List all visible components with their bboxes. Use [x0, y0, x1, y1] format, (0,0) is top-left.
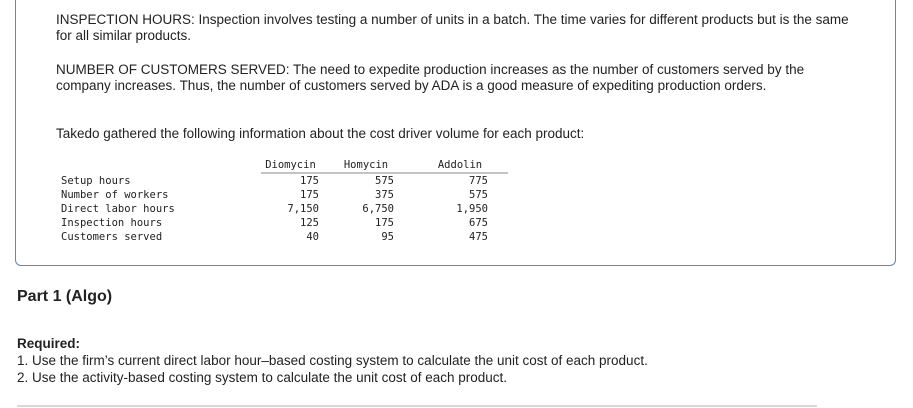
- table-lead-in: Takedo gathered the following informatio…: [56, 126, 585, 141]
- table-row: Customers served 40 95 475: [61, 230, 508, 244]
- cell-value: 675: [469, 217, 488, 229]
- cell-value: 125: [300, 217, 319, 229]
- cell-value: 775: [469, 175, 488, 187]
- part-title: Part 1 (Algo): [17, 288, 113, 305]
- row-label: Setup hours: [61, 174, 131, 187]
- table-row: Direct labor hours 7,150 6,750 1,950: [61, 202, 508, 216]
- row-label: Number of workers: [61, 189, 169, 201]
- row-label: Customers served: [61, 231, 163, 243]
- table-row: Setup hours 175 575 775: [61, 173, 508, 188]
- customers-served-paragraph: NUMBER OF CUSTOMERS SERVED: The need to …: [56, 62, 805, 93]
- header-diomycin: Diomycin: [261, 158, 320, 174]
- cell-value: 175: [300, 189, 319, 201]
- header-addolin: Addolin: [412, 158, 508, 174]
- cell-value: 7,150: [287, 203, 319, 215]
- cell-value: 6,750: [362, 203, 394, 215]
- table-header-row: Diomycin Homycin Addolin: [61, 158, 508, 174]
- cell-value: 575: [375, 175, 394, 187]
- cell-value: 475: [469, 231, 488, 243]
- row-label: Direct labor hours: [61, 203, 175, 215]
- inspection-hours-paragraph: INSPECTION HOURS: Inspection involves te…: [56, 12, 849, 43]
- header-homycin: Homycin: [320, 158, 412, 174]
- required-heading: Required:: [17, 336, 81, 351]
- table-row: Number of workers 175 375 575: [61, 188, 508, 202]
- cell-value: 575: [469, 189, 488, 201]
- row-label: Inspection hours: [61, 217, 163, 229]
- cell-value: 1,950: [456, 203, 488, 215]
- required-item-1: 1. Use the firm’s current direct labor h…: [17, 353, 648, 368]
- header-blank: [61, 158, 261, 173]
- required-item-2: 2. Use the activity-based costing system…: [17, 370, 508, 385]
- cost-driver-table: Diomycin Homycin Addolin Setup hours 175…: [61, 158, 508, 244]
- cell-value: 175: [300, 175, 319, 187]
- section-divider: [17, 405, 817, 407]
- table-row: Inspection hours 125 175 675: [61, 216, 508, 230]
- cell-value: 40: [306, 231, 319, 243]
- cell-value: 375: [375, 189, 394, 201]
- cell-value: 175: [375, 217, 394, 229]
- problem-card: [15, 0, 896, 266]
- cell-value: 95: [381, 231, 394, 243]
